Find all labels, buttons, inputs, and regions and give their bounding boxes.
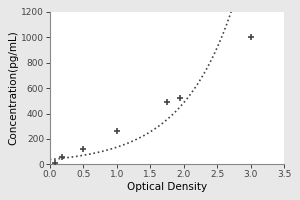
X-axis label: Optical Density: Optical Density <box>127 182 207 192</box>
Y-axis label: Concentration(pg/mL): Concentration(pg/mL) <box>8 31 18 145</box>
